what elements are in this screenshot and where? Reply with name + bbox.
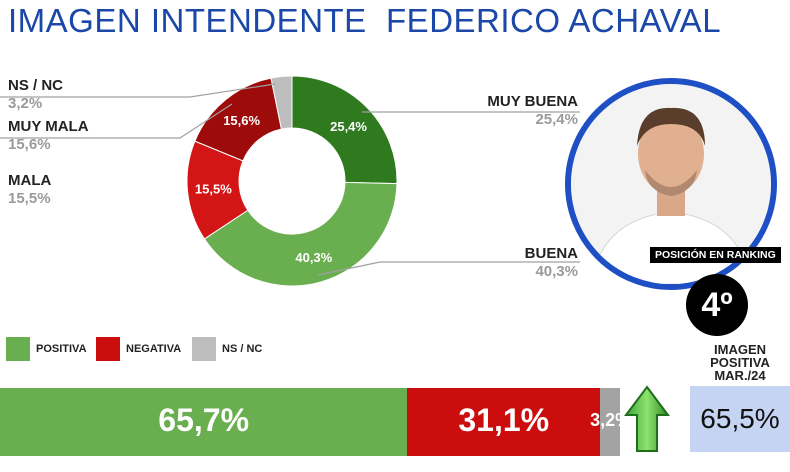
callout-muy-mala-label: MUY MALA <box>8 118 89 135</box>
donut-label-buena: 40,3% <box>295 250 332 265</box>
bar-segment-negativa <box>407 388 601 456</box>
ranking-badge: 4º <box>686 274 748 336</box>
donut-slice-ns-nc <box>270 75 293 130</box>
legend-swatch-positiva <box>6 337 30 361</box>
callout-nsnc: NS / NC 3,2% <box>8 77 63 113</box>
callout-muy-buena: MUY BUENA 25,4% <box>450 93 578 129</box>
callout-muy-mala-value: 15,6% <box>8 136 51 153</box>
callout-buena-label: BUENA <box>524 245 578 262</box>
bar-label-ns-nc: 3,2% <box>590 410 632 430</box>
leader-line-nsnc <box>0 83 276 98</box>
callout-nsnc-value: 3,2% <box>8 95 43 112</box>
donut-slice-buena <box>203 181 398 287</box>
callout-muy-buena-label: MUY BUENA <box>487 93 578 110</box>
bar-label-positiva: 65,7% <box>158 402 250 438</box>
up-arrow-icon <box>624 385 670 452</box>
callout-muy-mala: MUY MALA 15,6% <box>8 118 89 154</box>
callout-buena: BUENA 40,3% <box>450 245 578 281</box>
donut-chart: 25,4% 40,3% 15,5% 15,6% <box>0 75 580 287</box>
leader-line-buena <box>317 261 580 276</box>
callout-nsnc-label: NS / NC <box>8 77 64 94</box>
donut-slice-muy-buena <box>291 75 398 185</box>
bar-segment-positiva <box>0 388 408 456</box>
leader-line-muy-mala <box>0 103 233 139</box>
donut-label-muy-mala: 15,6% <box>223 113 260 128</box>
callout-buena-value: 40,3% <box>535 263 578 280</box>
callout-mala-label: MALA <box>8 172 52 189</box>
callout-muy-buena-value: 25,4% <box>535 111 578 128</box>
callout-mala-value: 15,5% <box>8 190 51 207</box>
donut-label-muy-buena: 25,4% <box>330 119 367 134</box>
bar-segment-ns-nc <box>600 388 620 456</box>
ranking-label: POSICIÓN EN RANKING <box>650 247 781 263</box>
page-title: IMAGEN INTENDENTE FEDERICO ACHAVAL <box>8 2 722 39</box>
previous-image-value: 65,5% <box>690 386 790 452</box>
previous-image-label: IMAGEN POSITIVA MAR./24 <box>710 342 770 383</box>
callout-mala: MALA 15,5% <box>8 172 51 208</box>
legend-label-nsnc: NS / NC <box>222 343 263 355</box>
legend-label-negativa: NEGATIVA <box>126 343 182 355</box>
legend-item-positiva: POSITIVA <box>6 337 87 361</box>
legend-swatch-nsnc <box>192 337 216 361</box>
donut-label-mala: 15,5% <box>195 182 232 197</box>
legend-swatch-negativa <box>96 337 120 361</box>
bar-label-negativa: 31,1% <box>458 402 550 438</box>
legend-label-positiva: POSITIVA <box>36 343 87 355</box>
legend-item-negativa: NEGATIVA <box>96 337 181 361</box>
legend-item-nsnc: NS / NC <box>192 337 262 361</box>
